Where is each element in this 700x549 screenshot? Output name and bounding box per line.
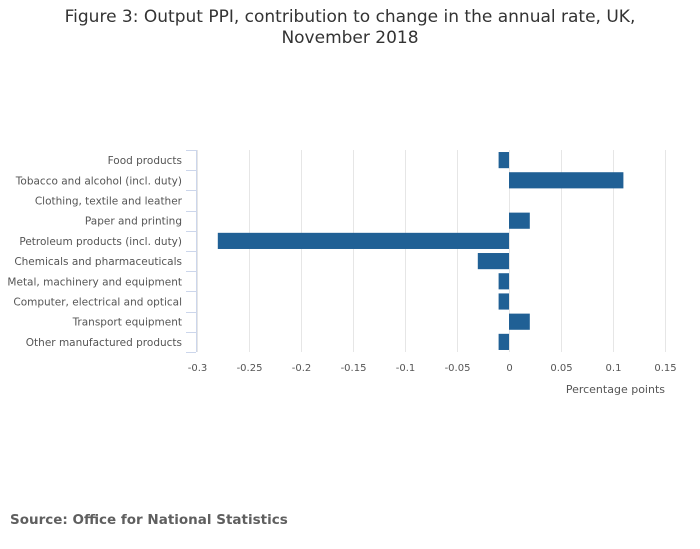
y-axis: Food products Tobacco and alcohol (incl. … — [7, 150, 197, 353]
y-category-label: Transport equipment — [72, 317, 182, 329]
chart-title-line-1: Figure 3: Output PPI, contribution to ch… — [64, 7, 636, 27]
x-tick-label: -0.1 — [396, 363, 416, 374]
y-category-label: Metal, machinery and equipment — [7, 276, 182, 288]
y-category-label: Clothing, textile and leather — [35, 196, 183, 208]
x-tick-label: 0 — [506, 363, 512, 374]
y-category-label: Tobacco and alcohol (incl. duty) — [15, 175, 182, 187]
x-tick-label: 0.15 — [654, 363, 676, 374]
chart-title-line-2: November 2018 — [281, 28, 419, 48]
chart-title: Figure 3: Output PPI, contribution to ch… — [0, 7, 700, 49]
x-tick-label: 0.1 — [606, 363, 622, 374]
bar — [498, 333, 509, 350]
bar — [509, 172, 624, 189]
x-tick-label: -0.3 — [188, 363, 208, 374]
y-category-label: Computer, electrical and optical — [13, 297, 182, 309]
x-tick-label: -0.2 — [292, 363, 312, 374]
y-category-label: Chemicals and pharmaceuticals — [14, 256, 182, 268]
y-category-label: Other manufactured products — [26, 337, 182, 349]
x-axis: -0.3 -0.25 -0.2 -0.15 -0.1 -0.05 0 0.05 0.1 0.15 — [188, 363, 677, 374]
bar — [509, 212, 530, 229]
bars — [217, 152, 624, 350]
bar — [498, 273, 509, 290]
bar — [498, 152, 509, 169]
x-tick-label: 0.05 — [550, 363, 572, 374]
y-category-label: Petroleum products (incl. duty) — [19, 236, 182, 248]
y-category-label: Food products — [108, 155, 182, 167]
y-category-label: Paper and printing — [85, 216, 182, 228]
source-note: Source: Office for National Statistics — [10, 512, 288, 528]
bar — [498, 293, 509, 310]
bar — [477, 253, 509, 270]
x-tick-label: -0.25 — [237, 363, 263, 374]
bar — [217, 232, 510, 249]
x-tick-label: -0.15 — [341, 363, 367, 374]
x-tick-label: -0.05 — [445, 363, 471, 374]
bar — [509, 313, 530, 330]
x-axis-title: Percentage points — [566, 383, 665, 396]
